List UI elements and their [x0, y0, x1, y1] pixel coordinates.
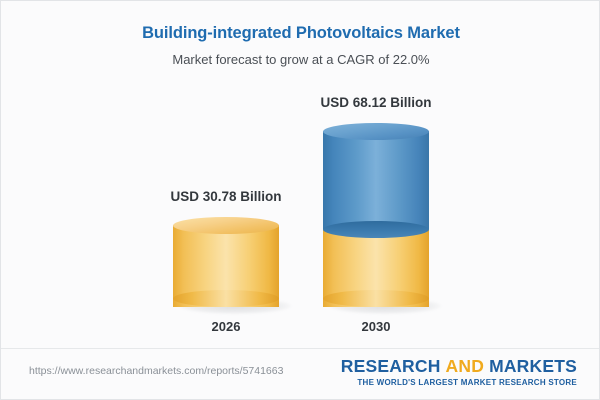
chart-header: Building-integrated Photovoltaics Market… — [1, 1, 600, 68]
brand-logo[interactable]: RESEARCH AND MARKETS THE WORLD'S LARGEST M… — [341, 355, 577, 388]
logo-word-markets: MARKETS — [489, 356, 577, 376]
logo-word-and: AND — [445, 356, 485, 376]
cylinder-bottom-2030 — [323, 290, 429, 307]
cylinder-split-edge-2030 — [323, 221, 429, 238]
cylinder-2026 — [173, 217, 291, 314]
category-label-2030: 2030 — [361, 319, 391, 334]
footer: https://www.researchandmarkets.com/repor… — [1, 348, 599, 399]
report-url-link[interactable]: https://www.researchandmarkets.com/repor… — [29, 365, 284, 377]
category-label-2026: 2026 — [211, 319, 241, 334]
chart-subtitle: Market forecast to grow at a CAGR of 22.… — [172, 52, 430, 67]
logo-wordmark: RESEARCH AND MARKETS — [341, 355, 577, 377]
logo-word-research: RESEARCH — [340, 356, 441, 376]
cylinder-bottom-2026 — [173, 290, 279, 307]
cylinder-top-cap-2026 — [173, 217, 279, 234]
page-title: Building-integrated Photovoltaics Market — [142, 24, 460, 42]
plot-area: USD 30.78 Billion 2026 USD 68.12 Billion — [1, 1, 600, 349]
logo-tagline: THE WORLD'S LARGEST MARKET RESEARCH STOR… — [357, 378, 577, 387]
bar-value-label-2030: USD 68.12 Billion — [320, 95, 432, 110]
cylinder-top-cap-2030 — [323, 123, 429, 140]
cylinder-segment-growth-2030 — [323, 131, 429, 229]
cylinder-2030 — [323, 123, 441, 314]
bar-value-label-2026: USD 30.78 Billion — [170, 189, 282, 204]
